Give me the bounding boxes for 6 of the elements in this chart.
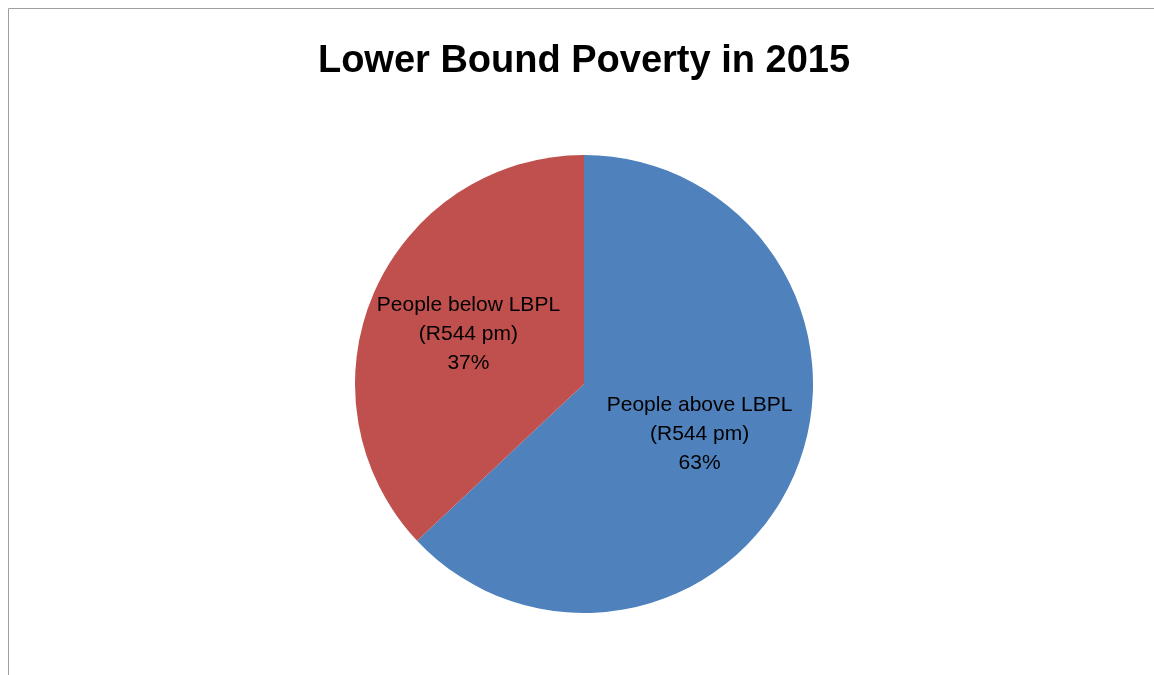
chart-title: Lower Bound Poverty in 2015: [317, 38, 851, 81]
data-label: 37%: [447, 349, 490, 373]
data-label: 63%: [678, 449, 721, 473]
slice-label: People above LBPL (R544 pm): [606, 391, 793, 444]
pie-slice: [355, 155, 584, 541]
slice-label: People below LBPL (R544 pm): [376, 291, 561, 344]
